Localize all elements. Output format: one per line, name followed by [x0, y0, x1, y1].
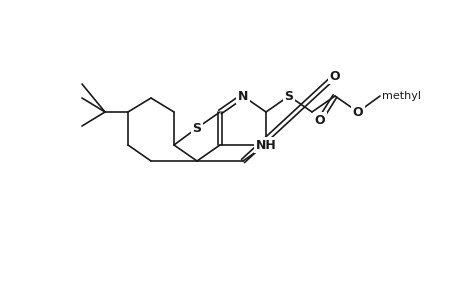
Text: S: S: [284, 89, 293, 103]
Text: S: S: [192, 122, 201, 134]
Text: methyl: methyl: [381, 91, 420, 101]
Text: O: O: [314, 113, 325, 127]
Text: O: O: [329, 70, 340, 83]
Text: O: O: [352, 106, 363, 118]
Text: N: N: [237, 89, 248, 103]
Text: NH: NH: [255, 139, 276, 152]
